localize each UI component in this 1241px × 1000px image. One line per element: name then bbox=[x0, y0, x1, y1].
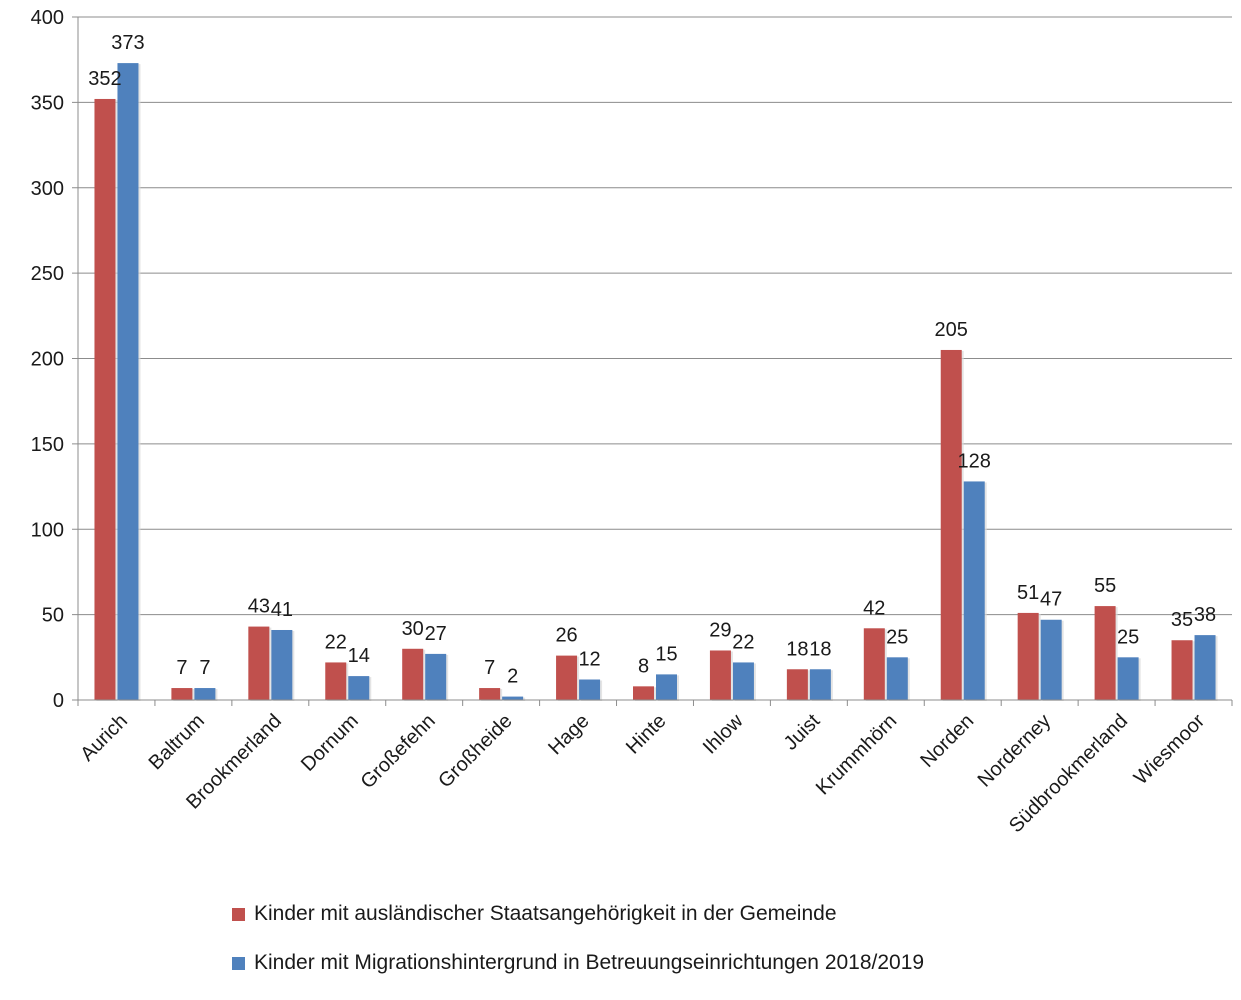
bar bbox=[94, 98, 116, 700]
bar bbox=[633, 686, 654, 700]
bar bbox=[325, 662, 347, 700]
y-tick-label: 100 bbox=[31, 519, 64, 541]
data-label: 27 bbox=[425, 623, 447, 645]
data-label: 205 bbox=[935, 319, 968, 341]
bar bbox=[502, 696, 524, 700]
data-label: 22 bbox=[325, 631, 347, 653]
y-tick-label: 300 bbox=[31, 178, 64, 200]
bar bbox=[194, 688, 216, 700]
x-tick-label: Dornum bbox=[297, 710, 363, 776]
bar bbox=[1040, 619, 1062, 700]
x-tick-label: Hinte bbox=[622, 710, 671, 759]
bar bbox=[248, 626, 270, 700]
data-label: 55 bbox=[1094, 575, 1116, 597]
bar bbox=[556, 655, 578, 700]
bar bbox=[809, 669, 831, 700]
legend-item-series-1: Kinder mit ausländischer Staatsangehörig… bbox=[232, 902, 924, 926]
x-tick-label: Wiesmoor bbox=[1130, 710, 1209, 789]
y-tick-label: 200 bbox=[31, 349, 64, 371]
bar bbox=[117, 63, 139, 701]
legend: Kinder mit ausländischer Staatsangehörig… bbox=[232, 902, 924, 1000]
bar bbox=[1117, 657, 1139, 700]
data-label: 15 bbox=[655, 643, 677, 665]
bar bbox=[171, 688, 193, 700]
x-tick-label: Juist bbox=[780, 710, 825, 755]
bar bbox=[732, 662, 754, 700]
y-tick-label: 150 bbox=[31, 434, 64, 456]
bar bbox=[863, 628, 885, 700]
data-label: 38 bbox=[1194, 604, 1216, 626]
data-label: 26 bbox=[555, 625, 577, 647]
data-label: 12 bbox=[578, 649, 600, 671]
bar bbox=[271, 629, 293, 700]
bar bbox=[963, 481, 985, 700]
data-label: 43 bbox=[248, 596, 270, 618]
bar bbox=[425, 653, 447, 700]
bar bbox=[1094, 606, 1116, 700]
data-label: 8 bbox=[638, 655, 649, 677]
bar bbox=[709, 650, 731, 700]
y-tick-label: 0 bbox=[53, 690, 64, 712]
bar bbox=[656, 674, 677, 700]
data-label: 25 bbox=[1117, 626, 1139, 648]
data-label: 35 bbox=[1171, 609, 1193, 631]
bar bbox=[348, 676, 370, 700]
bar bbox=[1171, 640, 1193, 700]
data-label: 47 bbox=[1040, 589, 1062, 611]
x-tick-label: Norderney bbox=[974, 710, 1056, 792]
grid bbox=[78, 16, 1232, 616]
data-label: 352 bbox=[88, 68, 121, 90]
x-tick-label: Norden bbox=[916, 710, 978, 772]
legend-label: Kinder mit ausländischer Staatsangehörig… bbox=[254, 902, 837, 925]
data-label: 18 bbox=[809, 638, 831, 660]
legend-label: Kinder mit Migrationshintergrund in Betr… bbox=[254, 951, 925, 974]
x-tick-label: Großheide bbox=[434, 710, 516, 792]
x-tick-label: Aurich bbox=[76, 710, 132, 766]
data-label: 128 bbox=[958, 450, 991, 472]
data-label: 7 bbox=[199, 657, 210, 679]
y-tick-label: 250 bbox=[31, 263, 64, 285]
x-tick-label: Hage bbox=[544, 710, 593, 759]
data-label: 22 bbox=[732, 631, 754, 653]
bar bbox=[1017, 612, 1039, 700]
legend-item-series-2: Kinder mit Migrationshintergrund in Betr… bbox=[232, 951, 924, 975]
data-label: 2 bbox=[507, 666, 518, 688]
legend-swatch bbox=[232, 956, 245, 970]
bar bbox=[786, 669, 808, 700]
data-label: 30 bbox=[402, 618, 424, 640]
x-tick-label: Baltrum bbox=[145, 710, 209, 774]
data-label: 25 bbox=[886, 626, 908, 648]
x-tick-label: Großefehn bbox=[357, 710, 440, 793]
y-tick-label: 350 bbox=[31, 92, 64, 114]
x-tick-label: Krummhörn bbox=[812, 710, 901, 799]
data-label: 7 bbox=[176, 657, 187, 679]
y-tick-label: 50 bbox=[42, 605, 64, 627]
data-label: 373 bbox=[111, 32, 144, 54]
bar bbox=[886, 657, 908, 700]
bar bbox=[579, 679, 601, 700]
data-label: 18 bbox=[786, 638, 808, 660]
data-label: 42 bbox=[863, 597, 885, 619]
bar bbox=[940, 349, 962, 700]
bar bbox=[402, 648, 424, 700]
data-label: 41 bbox=[271, 599, 293, 621]
data-label: 14 bbox=[348, 645, 370, 667]
bar bbox=[479, 688, 501, 700]
legend-swatch bbox=[232, 907, 245, 921]
data-label: 29 bbox=[709, 619, 731, 641]
bar bbox=[1194, 635, 1216, 700]
bars bbox=[94, 63, 1218, 702]
x-tick-label: Ihlow bbox=[699, 710, 748, 759]
y-tick-label: 400 bbox=[31, 7, 64, 29]
data-label: 51 bbox=[1017, 582, 1039, 604]
data-label: 7 bbox=[484, 657, 495, 679]
